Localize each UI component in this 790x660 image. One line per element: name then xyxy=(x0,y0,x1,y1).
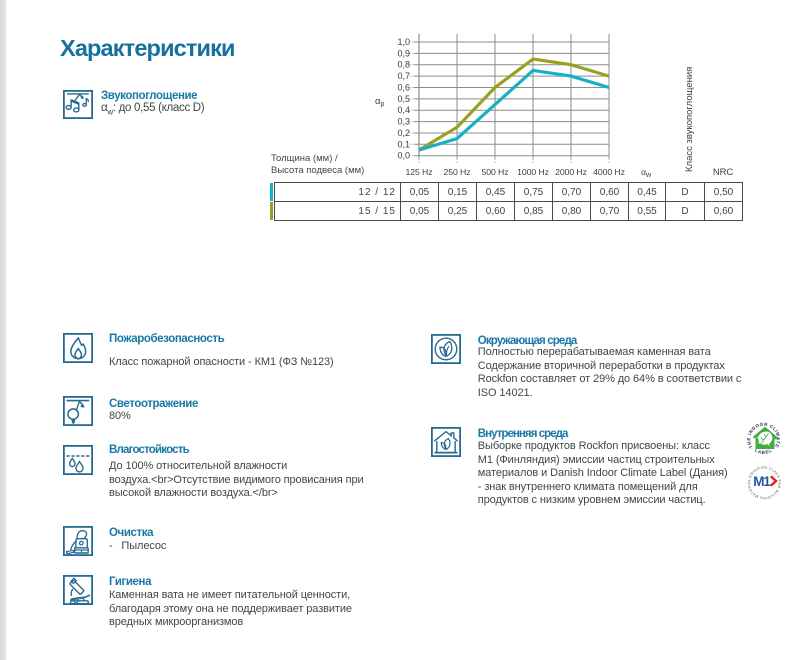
svg-text:Класс звукопоглощения: Класс звукопоглощения xyxy=(684,67,695,172)
svg-text:0,9: 0,9 xyxy=(397,48,410,58)
svg-text:NRC: NRC xyxy=(713,167,734,178)
svg-text:0,7: 0,7 xyxy=(397,71,410,81)
svg-text:0,2: 0,2 xyxy=(397,128,410,138)
svg-text:500 Hz: 500 Hz xyxy=(482,167,509,177)
svg-text:0,5: 0,5 xyxy=(397,94,410,104)
svg-text:0,6: 0,6 xyxy=(397,83,410,93)
svg-text:4000 Hz: 4000 Hz xyxy=(593,167,625,177)
svg-text:250 Hz: 250 Hz xyxy=(444,167,471,177)
svg-text:0,1: 0,1 xyxy=(397,139,410,149)
svg-text:1,0: 1,0 xyxy=(397,37,410,47)
svg-text:LABEL: LABEL xyxy=(754,448,773,455)
svg-text:0,4: 0,4 xyxy=(397,105,410,115)
svg-text:αw: αw xyxy=(641,167,652,179)
svg-text:αp: αp xyxy=(375,96,385,108)
svg-text:125 Hz: 125 Hz xyxy=(406,167,433,177)
svg-text:0,0: 0,0 xyxy=(397,151,410,161)
svg-text:0,3: 0,3 xyxy=(397,117,410,127)
svg-text:1000 Hz: 1000 Hz xyxy=(517,167,549,177)
svg-text:M1: M1 xyxy=(753,474,771,489)
svg-text:2000 Hz: 2000 Hz xyxy=(555,167,587,177)
svg-text:0,8: 0,8 xyxy=(397,60,410,70)
